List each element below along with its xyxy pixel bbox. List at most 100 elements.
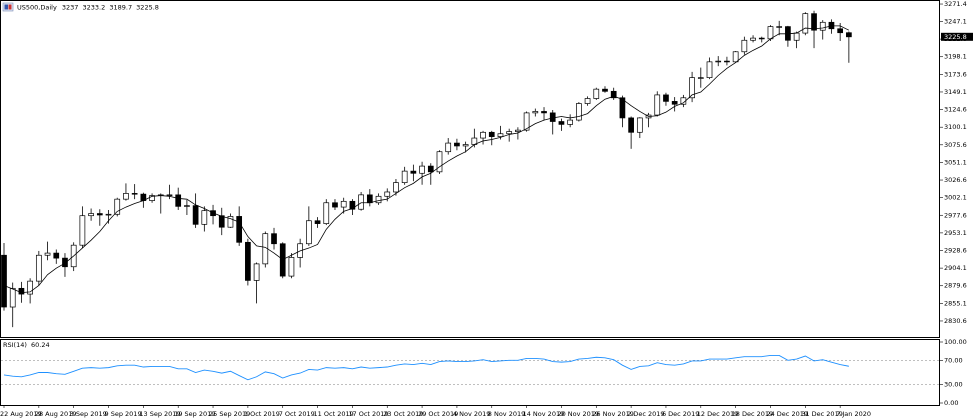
x-tick-label: 9 Sep 2019	[105, 410, 142, 418]
x-tick-label: 31 Dec 2019	[801, 410, 843, 418]
y-tick-label: 2928.6	[944, 247, 967, 255]
candle-body	[454, 142, 460, 147]
candle-body	[436, 151, 443, 173]
candle-body	[288, 257, 295, 277]
candle-body	[393, 182, 399, 193]
candle-body	[750, 37, 756, 41]
x-tick-label: 6 Dec 2019	[662, 410, 699, 418]
rsi-line	[3, 354, 849, 381]
candle-body	[410, 170, 417, 174]
x-tick-label: 24 Dec 2019	[766, 410, 808, 418]
candle-body	[776, 26, 783, 28]
x-tick-label: 8 Nov 2019	[488, 410, 526, 418]
x-tick-label: 18 Dec 2019	[732, 410, 774, 418]
x-tick-label: 25 Sep 2019	[209, 410, 250, 418]
candle-body	[741, 39, 748, 53]
x-tick-label: 17 Oct 2019	[348, 410, 388, 418]
candle-body	[253, 263, 260, 281]
candle-body	[593, 88, 600, 99]
y-tick-label: 2830.6	[944, 317, 967, 325]
candle-body	[323, 202, 330, 224]
y-tick-label: 30.00	[944, 381, 963, 389]
candle-body	[671, 101, 678, 105]
candle-body	[663, 94, 669, 102]
candle-body	[558, 121, 565, 125]
candle-body	[306, 220, 312, 245]
y-tick-label: 100.00	[944, 338, 967, 346]
candle-body	[515, 129, 521, 132]
candle-body	[53, 252, 60, 259]
x-tick-label: 22 Aug 2019	[0, 410, 42, 418]
y-tick-label: 3271.4	[944, 0, 967, 8]
x-tick-label: 4 Nov 2019	[453, 410, 491, 418]
rsi-header: RSI(14) 60.24	[3, 341, 50, 349]
header-close: 3225.8	[136, 4, 159, 12]
candle-body	[184, 205, 190, 207]
x-tick-label: 12 Dec 2019	[697, 410, 739, 418]
x-tick-label: 3 Sep 2019	[70, 410, 107, 418]
candle-body	[732, 51, 739, 63]
candle-body	[366, 194, 373, 204]
candle-body	[96, 213, 103, 216]
candle-body	[419, 165, 425, 174]
price-marker	[941, 32, 973, 41]
candle-body	[602, 88, 608, 92]
candle-body	[401, 170, 408, 183]
candle-body	[636, 117, 643, 133]
x-tick-label: 20 Nov 2019	[557, 410, 599, 418]
candle-body	[340, 200, 347, 208]
candle-body	[18, 287, 25, 295]
header-high: 3233.2	[83, 4, 106, 12]
y-tick-label: 2855.1	[944, 299, 967, 307]
x-tick-label: 13 Sep 2019	[139, 410, 180, 418]
rsi-value: 60.24	[31, 341, 50, 349]
candle-body	[758, 37, 765, 40]
candle-body	[149, 195, 155, 201]
candle-body	[123, 193, 129, 200]
candle-body	[793, 32, 800, 41]
y-tick-label: 2953.1	[944, 229, 967, 237]
y-tick-label: 3149.1	[944, 88, 967, 96]
candle-body	[375, 195, 382, 204]
candle-body	[619, 97, 626, 119]
candle-body	[628, 117, 634, 133]
candle-body	[811, 13, 817, 31]
candle-body	[689, 77, 695, 99]
x-tick-label: 11 Oct 2019	[314, 410, 354, 418]
x-tick-label: 26 Nov 2019	[592, 410, 634, 418]
candle-body	[44, 252, 51, 256]
candle-body	[445, 142, 452, 153]
y-tick-label: 3075.6	[944, 141, 967, 149]
x-tick-label: 19 Sep 2019	[174, 410, 215, 418]
candle-body	[584, 98, 591, 104]
y-tick-label: 3173.6	[944, 70, 967, 78]
candle-body	[715, 60, 722, 63]
y-tick-label: 3247.1	[944, 17, 967, 25]
candle-body	[837, 28, 844, 34]
x-tick-label: 14 Nov 2019	[523, 410, 565, 418]
moving-average-line	[3, 25, 850, 294]
y-tick-label: 3124.6	[944, 106, 967, 114]
y-tick-label: 0.00	[944, 399, 958, 407]
y-tick-label: 3051.1	[944, 158, 967, 166]
y-tick-label: 70.00	[944, 356, 963, 364]
candle-body	[819, 21, 826, 31]
x-tick-label: 29 Oct 2019	[418, 410, 458, 418]
x-tick-label: 1 Oct 2019	[244, 410, 280, 418]
x-tick-label: 7 Jan 2020	[836, 410, 871, 418]
chart-header: US500,Daily 3237 3233.2 3189.7 3225.8	[17, 4, 159, 12]
symbol-icon	[2, 2, 14, 12]
y-tick-label: 2879.6	[944, 282, 967, 290]
price-marker-label: 3225.8	[944, 33, 967, 41]
candle-body	[9, 287, 16, 308]
x-tick-label: 7 Oct 2019	[279, 410, 315, 418]
candle-body	[358, 194, 364, 210]
candle-body	[576, 103, 582, 121]
candle-body	[271, 233, 277, 245]
candle-body	[332, 202, 338, 208]
candle-body	[846, 32, 852, 38]
candle-body	[610, 90, 617, 99]
candle-body	[523, 112, 530, 131]
